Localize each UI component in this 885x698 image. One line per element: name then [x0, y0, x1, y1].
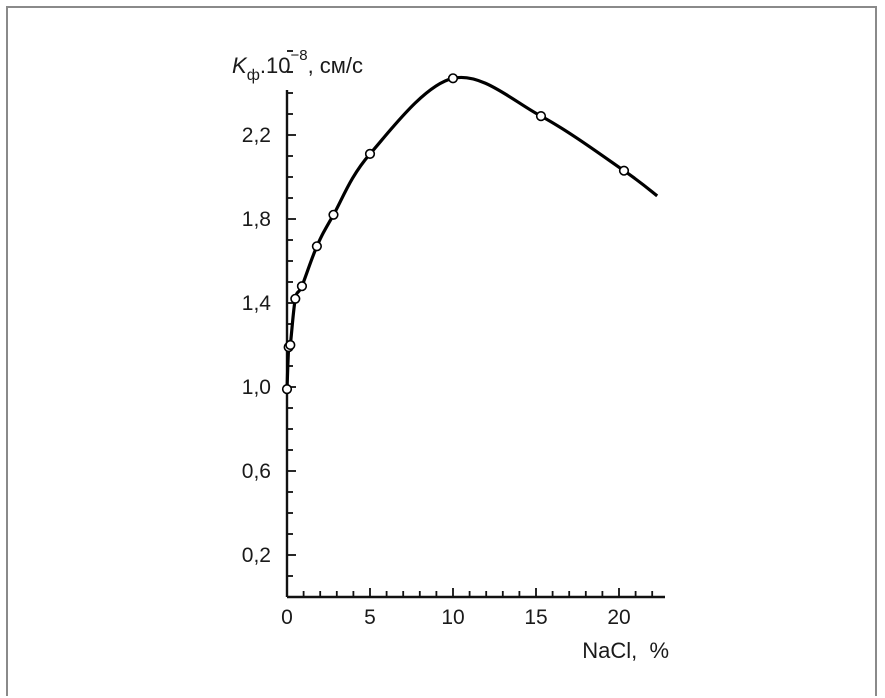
data-point [328, 209, 339, 220]
data-point [296, 281, 308, 292]
data-point [535, 110, 547, 122]
axes: 0,2 0,6 1,0 1,4 1,8 2,2 0 5 10 15 20 [242, 50, 665, 629]
data-curve [285, 75, 659, 390]
data-point [290, 293, 301, 304]
data-point [281, 384, 293, 395]
x-tick-label: 5 [364, 606, 376, 629]
figure-frame [6, 6, 877, 696]
y-tick-label: 1,4 [242, 292, 272, 315]
data-point [364, 148, 376, 159]
y-tick-label: 1,8 [242, 208, 271, 231]
data-point [285, 339, 296, 351]
curve-layer [285, 75, 659, 390]
x-tick-label: 15 [524, 606, 547, 629]
x-tick-label: 10 [441, 606, 464, 629]
y-tick-label: 2,2 [242, 124, 271, 147]
y-tick-label: 0,6 [242, 460, 271, 483]
y-axis-title: Kф.10−8, см/с [232, 47, 363, 84]
markers [281, 73, 630, 395]
data-point [447, 73, 459, 84]
data-point [618, 165, 630, 176]
data-point [311, 241, 322, 252]
y-tick-label: 0,2 [242, 544, 271, 567]
x-tick-label: 0 [281, 606, 293, 629]
x-axis-title: NaCl, % [582, 638, 669, 663]
x-tick-label: 20 [607, 606, 630, 629]
y-tick-label: 1,0 [242, 376, 271, 399]
